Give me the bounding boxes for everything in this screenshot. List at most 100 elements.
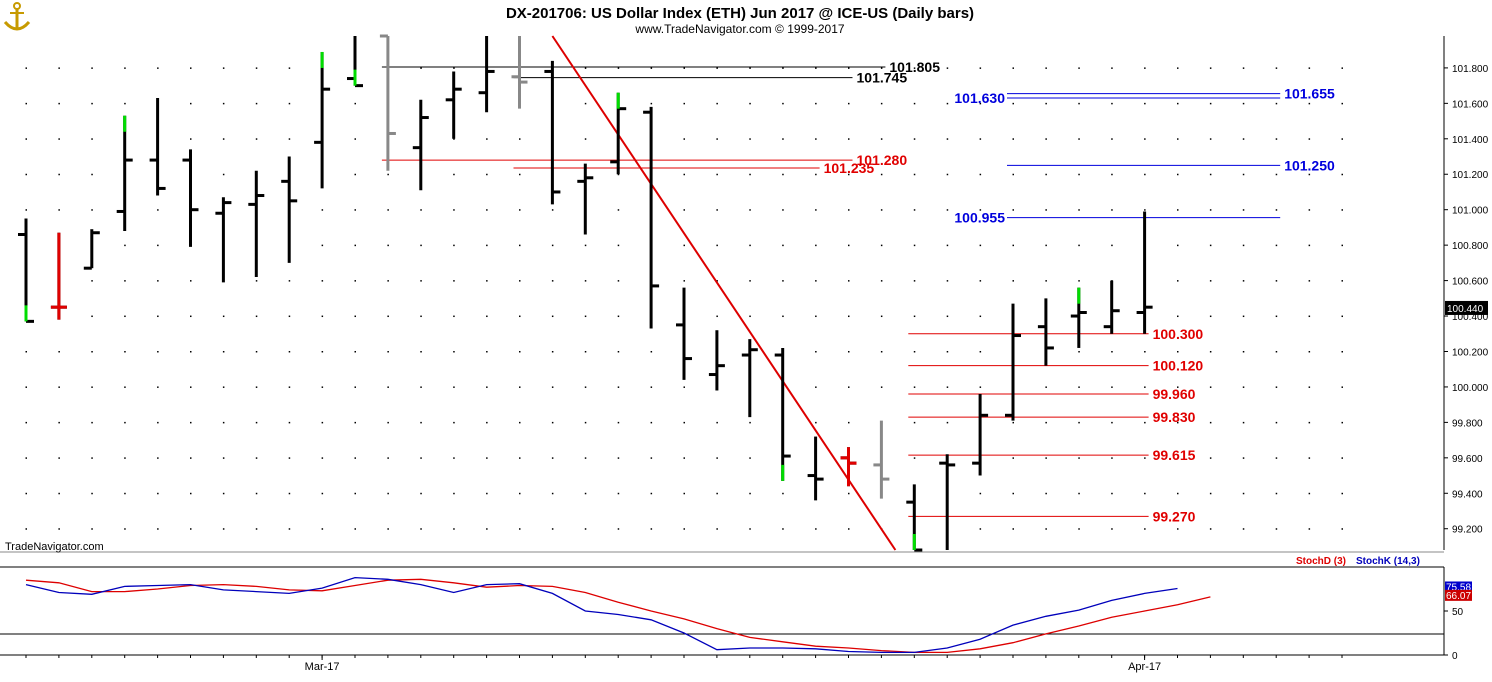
grid-dot — [650, 102, 653, 105]
grid-dot — [222, 386, 225, 388]
grid-dot — [617, 67, 620, 69]
grid-dot — [749, 173, 751, 176]
grid-dot — [1177, 528, 1179, 530]
grid-dot — [1242, 138, 1245, 140]
price-tick-label: 99.400 — [1452, 489, 1483, 500]
grid-dot — [683, 280, 685, 282]
grid-dot — [782, 492, 784, 495]
grid-dot — [1144, 209, 1146, 211]
grid-dot — [190, 280, 192, 282]
grid-dot — [124, 102, 126, 105]
grid-dot — [880, 350, 883, 353]
grid-dot — [91, 138, 93, 140]
grid-dot — [650, 421, 653, 424]
grid-dot — [913, 102, 916, 105]
grid-dot — [1012, 67, 1014, 69]
grid-dot — [617, 457, 620, 459]
grid-dot — [387, 173, 389, 176]
grid-dot — [1111, 67, 1113, 69]
grid-dot — [1341, 102, 1343, 105]
grid-dot — [1308, 138, 1311, 140]
grid-dot — [1078, 138, 1080, 140]
grid-dot — [683, 102, 685, 105]
price-tick-label: 101.400 — [1452, 135, 1489, 146]
grid-dot — [782, 209, 784, 211]
grid-dot — [453, 315, 455, 318]
grid-dot — [1144, 173, 1146, 176]
grid-dot — [880, 173, 883, 176]
level-label-101.280: 101.280 — [857, 152, 908, 168]
grid-dot — [157, 67, 159, 69]
grid-dot — [913, 280, 916, 282]
grid-dot — [716, 67, 718, 69]
grid-dot — [25, 138, 27, 140]
grid-dot — [815, 421, 817, 424]
grid-dot — [1341, 173, 1343, 176]
grid-dot — [1078, 209, 1080, 211]
grid-dot — [880, 102, 883, 105]
grid-dot — [716, 102, 718, 105]
grid-dot — [617, 244, 620, 247]
grid-dot — [519, 350, 521, 353]
grid-dot — [1242, 421, 1245, 424]
grid-dot — [782, 67, 784, 69]
grid-dot — [617, 421, 620, 424]
grid-dot — [716, 244, 718, 247]
grid-dot — [453, 350, 455, 353]
grid-dot — [519, 457, 521, 459]
ohlc-bar — [972, 394, 989, 476]
grid-dot — [1012, 102, 1014, 105]
grid-dot — [650, 492, 653, 495]
ohlc-bar — [281, 156, 298, 263]
grid-dot — [848, 350, 850, 353]
grid-dot — [354, 244, 356, 247]
grid-dot — [1341, 350, 1343, 353]
grid-dot — [1012, 528, 1014, 530]
grid-dot — [584, 102, 587, 105]
grid-dot — [1111, 350, 1113, 353]
grid-dot — [354, 209, 356, 211]
grid-dot — [453, 173, 455, 176]
grid-dot — [650, 457, 653, 459]
grid-dot — [288, 492, 291, 495]
ohlc-bar — [83, 229, 100, 270]
grid-dot — [551, 280, 554, 282]
ohlc-bar — [50, 232, 67, 320]
grid-dot — [420, 457, 422, 459]
grid-dot — [190, 528, 192, 530]
grid-dot — [1209, 280, 1212, 282]
grid-dot — [1341, 492, 1343, 495]
grid-dot — [91, 315, 93, 318]
grid-dot — [1177, 421, 1179, 424]
grid-dot — [321, 528, 324, 530]
grid-dot — [91, 173, 93, 176]
grid-dot — [1308, 173, 1311, 176]
level-label-99.960: 99.960 — [1153, 386, 1196, 402]
grid-dot — [25, 421, 27, 424]
grid-dot — [1045, 421, 1047, 424]
grid-dot — [1308, 244, 1311, 247]
grid-dot — [58, 173, 60, 176]
grid-dot — [387, 528, 389, 530]
grid-dot — [354, 173, 356, 176]
grid-dot — [486, 209, 488, 211]
grid-dot — [650, 350, 653, 353]
grid-dot — [486, 138, 488, 140]
grid-dot — [1111, 386, 1113, 388]
ohlc-bar — [18, 218, 34, 323]
grid-dot — [321, 421, 324, 424]
grid-dot — [453, 492, 455, 495]
grid-dot — [255, 528, 258, 530]
grid-dot — [453, 67, 455, 69]
grid-dot — [1242, 457, 1245, 459]
ohlc-bar — [379, 34, 396, 171]
level-label-99.615: 99.615 — [1153, 447, 1196, 463]
ohlc-bar — [182, 149, 199, 247]
grid-dot — [1012, 280, 1014, 282]
grid-dot — [25, 102, 27, 105]
grid-dot — [551, 244, 554, 247]
grid-dot — [222, 492, 225, 495]
level-label-100.300: 100.300 — [1153, 326, 1204, 342]
grid-dot — [124, 492, 126, 495]
ohlc-bar — [643, 106, 660, 329]
